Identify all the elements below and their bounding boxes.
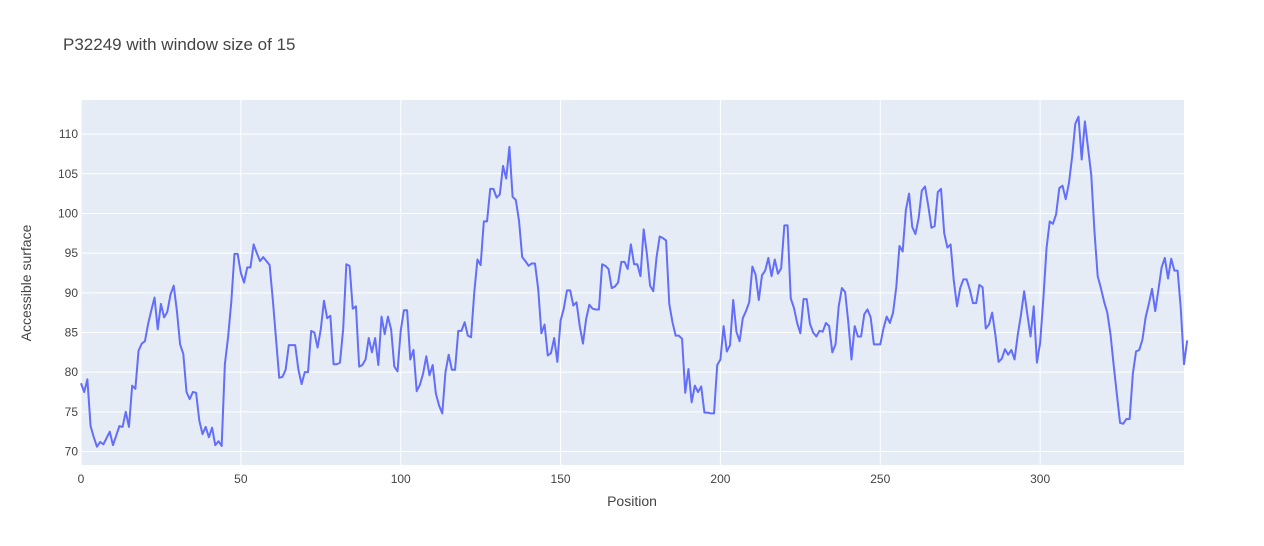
chart-title: P32249 with window size of 15 — [63, 35, 295, 54]
x-axis-title: Position — [607, 493, 657, 509]
y-axis-ticks: 70 75 80 85 90 95 100 105 110 — [58, 127, 78, 458]
gridlines — [80, 100, 1184, 465]
x-tick-label: 50 — [234, 472, 248, 486]
y-axis-title: Accessible surface — [18, 224, 34, 341]
y-tick-label: 95 — [65, 246, 79, 260]
y-tick-label: 80 — [65, 365, 79, 379]
y-tick-label: 70 — [65, 445, 79, 459]
x-tick-label: 250 — [870, 472, 890, 486]
x-tick-label: 0 — [78, 472, 85, 486]
x-tick-label: 200 — [710, 472, 730, 486]
x-tick-label: 100 — [391, 472, 411, 486]
y-tick-label: 110 — [59, 127, 78, 141]
y-tick-label: 90 — [65, 286, 79, 300]
plot-area — [81, 100, 1184, 465]
x-tick-label: 150 — [551, 472, 571, 486]
x-axis-ticks: 0 50 100 150 200 250 300 — [78, 472, 1051, 486]
x-tick-label: 300 — [1030, 472, 1050, 486]
y-tick-label: 75 — [65, 405, 79, 419]
y-tick-label: 105 — [58, 167, 78, 181]
y-tick-label: 85 — [65, 325, 79, 339]
y-tick-label: 100 — [58, 206, 78, 220]
series-line — [80, 115, 1189, 448]
